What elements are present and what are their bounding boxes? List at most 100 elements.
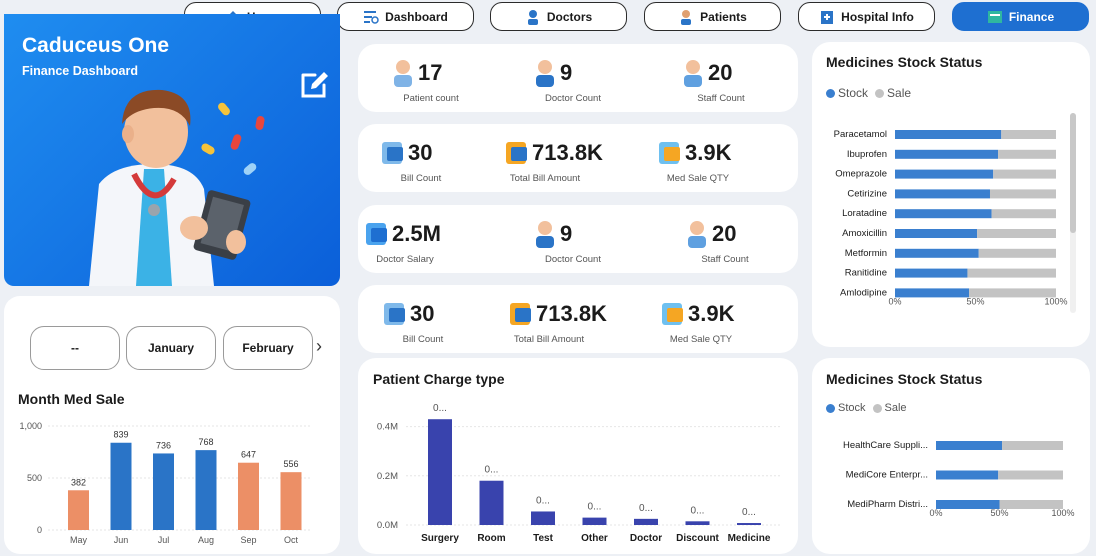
category-label: Ranitidine (845, 268, 887, 279)
category-label: Cetirizine (847, 188, 887, 199)
data-label: 0... (536, 495, 550, 506)
x-tick-label: Medicine (728, 533, 771, 544)
staff-icon (684, 60, 702, 87)
kpi-value: 17 (418, 60, 443, 85)
bar-may (68, 490, 89, 530)
month-february-button[interactable]: February (223, 326, 313, 370)
nav-patients-button[interactable]: Patients (644, 2, 781, 31)
data-label: 647 (241, 450, 256, 460)
kpi-value: 9 (560, 60, 573, 85)
bill-icon (382, 142, 403, 164)
data-label: 839 (113, 430, 128, 440)
nav-hospital-info-button[interactable]: Hospital Info (798, 2, 935, 31)
kpi-row-4 (358, 285, 798, 353)
sale-legend-dot (875, 88, 885, 98)
doctor-icon (536, 221, 554, 248)
medicine-stock-legend: Stock Sale (826, 86, 911, 100)
x-tick-label: Room (477, 533, 505, 544)
kpi-label: Doctor Salary (376, 254, 434, 265)
nav-label: Dashboard (385, 9, 448, 24)
kpi-label: Total Bill Amount (513, 334, 585, 345)
stock-legend-label: Stock (838, 86, 869, 100)
x-tick-label: May (70, 535, 88, 545)
stock-legend-dot (826, 403, 835, 413)
scrollbar-thumb[interactable] (1070, 113, 1076, 233)
kpi-value: 30 (410, 301, 435, 326)
medicine-sale-icon (659, 142, 680, 164)
hospital-icon (821, 10, 834, 24)
supplier-stock-chart: HealthCare Suppli... MediCore Enterpr... M… (843, 440, 1075, 518)
x-tick-label: Other (581, 533, 608, 544)
y-tick-label: 0.2M (377, 471, 398, 482)
x-tick-label: Aug (198, 535, 214, 545)
nav-doctors-button[interactable]: Doctors (490, 2, 627, 31)
category-label: HealthCare Suppli... (843, 440, 928, 451)
bar-discount (685, 521, 710, 525)
y-tick-label: 0 (37, 525, 42, 535)
stock-legend-dot (826, 88, 835, 98)
medicine-sale-icon (662, 303, 683, 325)
x-tick-label: Surgery (421, 533, 459, 544)
month-january-button[interactable]: January (126, 326, 216, 370)
bar-other (582, 517, 607, 525)
category-label: Amlodipine (840, 287, 887, 298)
nav-dashboard-button[interactable]: Dashboard (337, 2, 474, 31)
stock-bar (895, 268, 968, 278)
kpi-value: 713.8K (536, 301, 607, 326)
doctor-icon (536, 60, 554, 87)
patients-icon (681, 9, 692, 25)
medicine-stock-chart: Paracetamol Ibuprofen Omeprazole Cetirizine… (834, 129, 1068, 306)
category-label: Metformin (845, 248, 887, 259)
nav-finance-button[interactable]: Finance (952, 2, 1089, 31)
app-subtitle: Finance Dashboard (22, 64, 138, 78)
x-tick-label: 0% (929, 508, 942, 518)
month-all-button[interactable]: -- (30, 326, 120, 370)
supplier-stock-title: Medicines Stock Status (826, 371, 983, 387)
kpi-value: 20 (708, 60, 733, 85)
x-tick-label: 50% (966, 296, 984, 306)
y-tick-label: 0.0M (377, 520, 398, 531)
chevron-right-icon[interactable]: › (316, 336, 322, 356)
data-label: 0... (485, 465, 499, 476)
x-tick-label: Sep (240, 535, 256, 545)
data-label: 556 (283, 459, 298, 469)
kpi-value: 9 (560, 221, 573, 246)
kpi-value: 30 (408, 140, 433, 165)
stock-legend-label: Stock (838, 402, 866, 414)
dashboard-icon (364, 10, 379, 24)
kpi-label: Total Bill Amount (509, 173, 581, 184)
y-tick-label: 0.4M (377, 422, 398, 433)
stock-bar (936, 441, 1003, 450)
stock-bar (895, 149, 999, 159)
kpi-row-2 (358, 124, 798, 192)
stock-bar (895, 130, 1002, 139)
bar-aug (195, 450, 217, 530)
kpi-label: Bill Count (402, 334, 444, 345)
category-label: Amoxicillin (842, 228, 887, 239)
kpi-row-3 (358, 205, 798, 273)
sale-legend-label: Sale (884, 402, 907, 414)
category-label: MediCore Enterpr... (846, 470, 928, 481)
stock-bar (895, 189, 990, 199)
sale-bar (978, 248, 1056, 258)
doctor-illustration (89, 89, 265, 286)
data-label: 0... (639, 503, 653, 514)
nav-label: Hospital Info (841, 9, 914, 24)
sale-bar (977, 229, 1056, 238)
sale-legend-label: Sale (887, 86, 912, 100)
category-label: MediPharm Distri... (847, 499, 928, 510)
bar-jun (110, 442, 132, 530)
supplier-stock-card (812, 358, 1090, 554)
kpi-label: Doctor Count (545, 254, 601, 265)
stock-bar (936, 470, 999, 480)
kpi-label: Staff Count (697, 93, 745, 104)
data-label: 0... (588, 502, 602, 513)
edit-icon[interactable] (299, 69, 331, 99)
stock-bar (895, 229, 978, 238)
kpi-value: 3.9K (688, 301, 735, 326)
x-tick-label: 50% (990, 508, 1008, 518)
bar-oct (280, 472, 302, 530)
patient-icon (394, 60, 412, 87)
supplier-stock-legend: Stock Sale (826, 402, 907, 414)
salary-envelope-icon (366, 223, 387, 245)
